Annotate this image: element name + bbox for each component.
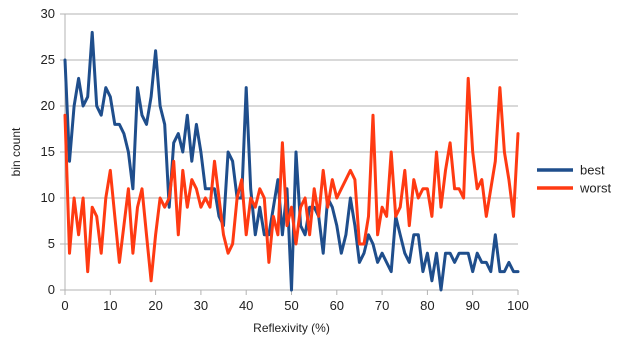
x-tick-label: 0 — [61, 298, 68, 313]
series-line-worst — [63, 76, 520, 283]
x-tick-label: 50 — [284, 298, 298, 313]
y-tick-label: 30 — [41, 6, 55, 21]
y-tick-label: 5 — [48, 236, 55, 251]
tick-labels: 0 5 10 15 20 25 30 0 10 20 30 40 50 60 70 80 90 100 — [41, 6, 529, 313]
series-line-best — [63, 30, 520, 292]
x-axis-label: Reflexivity (%) — [253, 321, 330, 335]
x-tick-label: 90 — [465, 298, 479, 313]
x-tick-label: 40 — [239, 298, 253, 313]
y-tick-label: 10 — [41, 190, 55, 205]
x-tick-label: 60 — [330, 298, 344, 313]
y-axis-label: bin count — [9, 127, 23, 176]
legend-label-best: best — [580, 163, 605, 178]
legend-label-worst: worst — [579, 181, 611, 196]
series-layer — [63, 30, 520, 292]
x-tick-label: 10 — [103, 298, 117, 313]
x-tick-label: 80 — [420, 298, 434, 313]
x-tick-label: 100 — [507, 298, 529, 313]
x-tick-label: 70 — [375, 298, 389, 313]
y-tick-label: 25 — [41, 52, 55, 67]
y-tick-label: 0 — [48, 282, 55, 297]
x-tick-label: 20 — [148, 298, 162, 313]
x-tick-label: 30 — [194, 298, 208, 313]
y-tick-label: 15 — [41, 144, 55, 159]
legend: best worst — [537, 163, 611, 196]
y-tick-label: 20 — [41, 98, 55, 113]
